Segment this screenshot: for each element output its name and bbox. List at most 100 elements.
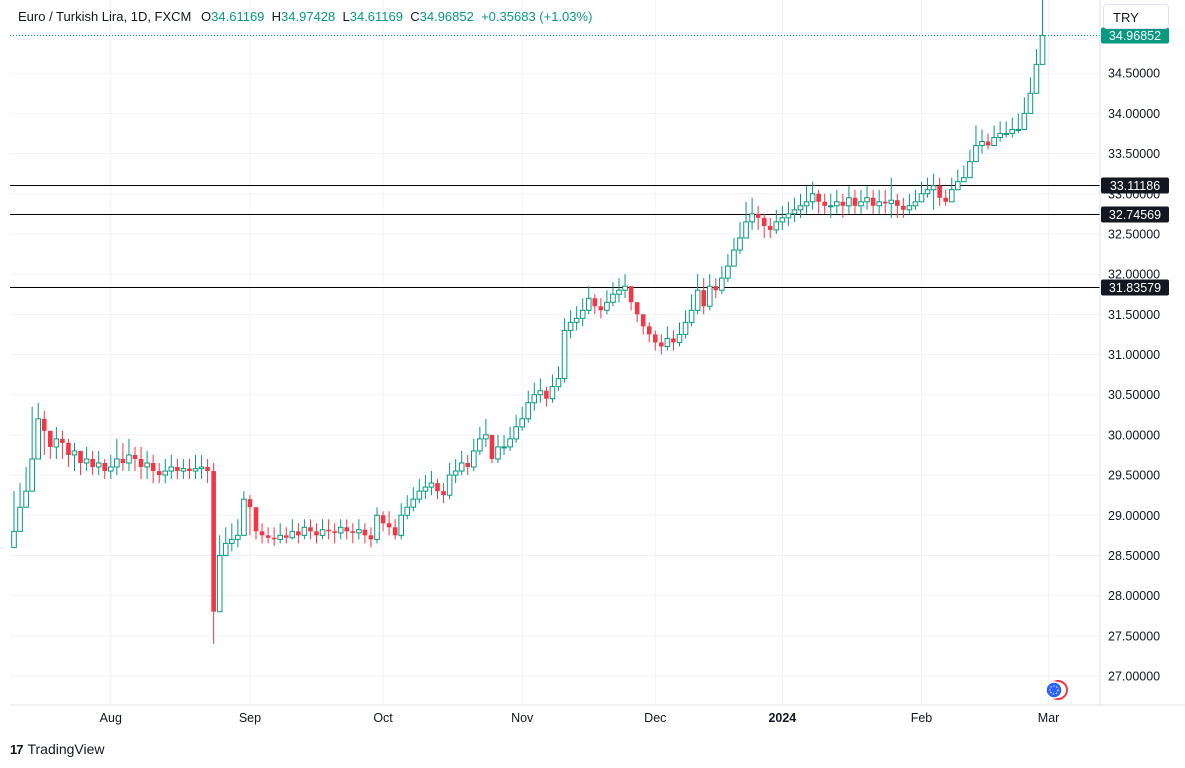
candle[interactable]: [71, 442, 78, 472]
candle[interactable]: [943, 189, 948, 206]
candle[interactable]: [646, 322, 652, 343]
candle[interactable]: [289, 519, 296, 540]
candle[interactable]: [11, 491, 17, 548]
candle[interactable]: [640, 314, 646, 335]
candle[interactable]: [422, 475, 429, 500]
candle[interactable]: [83, 446, 90, 472]
candle[interactable]: [827, 193, 834, 218]
candle[interactable]: [441, 483, 446, 504]
candle[interactable]: [483, 418, 489, 447]
candle[interactable]: [314, 523, 319, 544]
candle[interactable]: [211, 463, 216, 644]
candle[interactable]: [1027, 77, 1034, 114]
tradingview-brand[interactable]: 17 TradingView: [10, 741, 105, 757]
candle[interactable]: [701, 278, 706, 315]
candle[interactable]: [362, 523, 368, 544]
globe-icon[interactable]: [1045, 680, 1068, 700]
candle[interactable]: [398, 503, 404, 540]
candle[interactable]: [416, 479, 423, 504]
candle[interactable]: [446, 463, 453, 500]
candle[interactable]: [773, 209, 780, 234]
candle[interactable]: [973, 125, 979, 163]
candle[interactable]: [579, 298, 586, 327]
candle[interactable]: [864, 185, 870, 210]
candle[interactable]: [53, 426, 60, 459]
candle[interactable]: [435, 479, 440, 500]
candle[interactable]: [876, 189, 882, 214]
candle[interactable]: [198, 454, 205, 480]
candle[interactable]: [598, 298, 604, 319]
candle[interactable]: [809, 181, 816, 210]
candle[interactable]: [561, 318, 568, 383]
candle[interactable]: [507, 426, 513, 451]
candle[interactable]: [95, 450, 102, 476]
candle[interactable]: [961, 165, 967, 183]
candle[interactable]: [265, 527, 271, 544]
candle[interactable]: [428, 471, 435, 496]
candle[interactable]: [785, 201, 792, 226]
candle[interactable]: [271, 527, 277, 546]
candle[interactable]: [1039, 0, 1046, 65]
candle[interactable]: [659, 334, 664, 355]
candle[interactable]: [277, 523, 283, 544]
candle[interactable]: [253, 507, 259, 540]
candle[interactable]: [948, 177, 955, 203]
candle[interactable]: [247, 495, 253, 536]
candle[interactable]: [719, 266, 725, 295]
candle[interactable]: [706, 274, 713, 311]
candle[interactable]: [610, 282, 616, 307]
candle[interactable]: [404, 495, 411, 520]
candle[interactable]: [465, 454, 471, 476]
candle[interactable]: [308, 519, 313, 540]
candle[interactable]: [17, 483, 23, 532]
candle[interactable]: [495, 434, 501, 464]
candle[interactable]: [544, 386, 549, 407]
candle[interactable]: [332, 523, 337, 544]
candle[interactable]: [1021, 97, 1028, 130]
time-axis[interactable]: Aug Sep Oct Nov Dec 2024 Feb Mar: [100, 711, 1060, 725]
candle[interactable]: [664, 326, 671, 351]
candle[interactable]: [205, 458, 210, 484]
candle[interactable]: [592, 294, 598, 315]
candle[interactable]: [23, 467, 29, 508]
candle[interactable]: [852, 189, 858, 214]
candle[interactable]: [501, 434, 507, 455]
candle[interactable]: [192, 454, 199, 480]
candle[interactable]: [519, 406, 526, 431]
candle[interactable]: [337, 519, 344, 540]
candle[interactable]: [846, 185, 852, 214]
candle[interactable]: [918, 181, 925, 203]
candle[interactable]: [368, 527, 374, 548]
candle[interactable]: [259, 523, 265, 544]
candle[interactable]: [144, 450, 150, 480]
candle[interactable]: [573, 306, 580, 331]
candle[interactable]: [380, 511, 386, 532]
symbol-title[interactable]: Euro / Turkish Lira, 1D, FXCM: [18, 9, 192, 24]
candle[interactable]: [41, 410, 47, 455]
candle[interactable]: [1009, 117, 1016, 138]
candle[interactable]: [901, 197, 906, 218]
candle[interactable]: [688, 294, 695, 327]
candle[interactable]: [537, 378, 544, 403]
candle[interactable]: [216, 535, 223, 613]
candle[interactable]: [296, 523, 301, 544]
candle[interactable]: [235, 519, 241, 548]
candle[interactable]: [60, 430, 65, 459]
candle[interactable]: [126, 438, 132, 472]
candle[interactable]: [997, 121, 1003, 142]
candle[interactable]: [66, 438, 71, 468]
candle[interactable]: [241, 491, 247, 536]
candle[interactable]: [477, 426, 483, 455]
candle[interactable]: [628, 286, 634, 311]
candle[interactable]: [985, 133, 991, 150]
candle[interactable]: [895, 193, 900, 218]
candle[interactable]: [156, 463, 162, 484]
candle[interactable]: [114, 438, 120, 476]
candle[interactable]: [822, 193, 827, 214]
candle[interactable]: [858, 189, 864, 214]
candle[interactable]: [102, 458, 108, 480]
candle[interactable]: [138, 446, 144, 480]
candle[interactable]: [737, 221, 743, 255]
candle[interactable]: [616, 278, 622, 303]
